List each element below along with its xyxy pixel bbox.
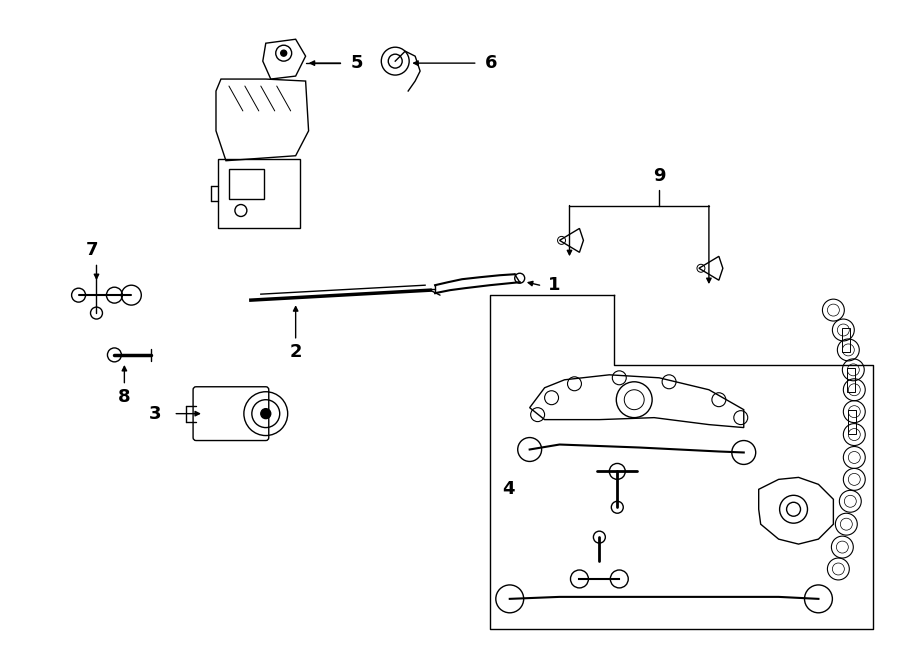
Text: 7: 7 [86,241,98,259]
Text: 2: 2 [290,343,302,361]
Bar [847,368,855,392]
Text: 9: 9 [652,167,665,184]
Circle shape [281,50,287,56]
Circle shape [261,408,271,418]
Bar [849,410,856,434]
Bar [218,159,300,229]
Bar [229,169,264,198]
Bar [842,328,850,352]
Text: 3: 3 [148,405,161,422]
Text: 4: 4 [502,481,514,498]
Text: 6: 6 [485,54,498,72]
Text: 1: 1 [547,276,560,294]
Text: 5: 5 [350,54,363,72]
Text: 8: 8 [118,388,130,406]
